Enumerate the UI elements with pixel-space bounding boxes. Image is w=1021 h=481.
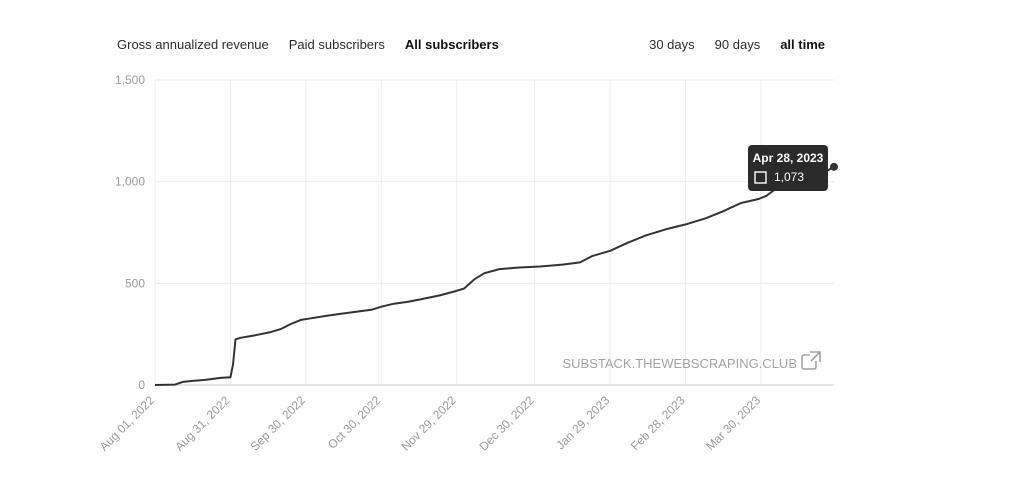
x-tick-label: Feb 28, 2023: [628, 393, 688, 453]
tooltip: Apr 28, 2023 1,073: [748, 145, 828, 191]
series-end-point[interactable]: [830, 162, 838, 171]
x-tick-label: Oct 30, 2022: [325, 393, 384, 452]
tooltip-box: [748, 145, 828, 191]
external-link-icon[interactable]: [801, 351, 822, 370]
x-axis-ticks: Aug 01, 2022 Aug 31, 2022 Sep 30, 2022 Oct …: [97, 393, 764, 454]
tooltip-date: Apr 28, 2023: [753, 151, 824, 165]
x-tick-label: Nov 29, 2022: [399, 393, 460, 454]
range-tabs: 30 days 90 days all time: [629, 37, 825, 52]
x-tick-label: Dec 30, 2022: [476, 393, 537, 454]
series-line-all-subscribers: [154, 165, 835, 386]
x-tick-label: Sep 30, 2022: [248, 393, 309, 454]
grid-lines: [154, 79, 834, 385]
tab-all-subscribers[interactable]: All subscribers: [404, 37, 499, 52]
tab-paid-subscribers[interactable]: Paid subscribers: [288, 37, 385, 52]
x-tick-label: Jan 29, 2023: [553, 393, 612, 452]
y-tick-label: 1,000: [115, 175, 145, 189]
y-axis-ticks: 0 500 1,000 1,500: [115, 73, 145, 392]
watermark-text[interactable]: SUBSTACK.THEWEBSCRAPING.CLUB: [562, 356, 797, 371]
tooltip-series-swatch: [754, 171, 767, 184]
y-tick-label: 500: [125, 276, 145, 290]
y-tick-label: 1,500: [115, 73, 145, 87]
watermark-link[interactable]: SUBSTACK.THEWEBSCRAPING.CLUB: [562, 351, 822, 371]
x-tick-label: Aug 31, 2022: [172, 393, 233, 454]
tooltip-value: 1,073: [774, 170, 804, 184]
range-all-time[interactable]: all time: [780, 37, 825, 52]
range-90-days[interactable]: 90 days: [714, 37, 761, 52]
range-30-days[interactable]: 30 days: [649, 37, 695, 52]
metric-tabs: Gross annualized revenue Paid subscriber…: [117, 37, 519, 52]
tab-gross-annualized-revenue[interactable]: Gross annualized revenue: [117, 37, 269, 52]
x-tick-label: Aug 01, 2022: [97, 393, 158, 454]
y-tick-label: 0: [138, 378, 145, 392]
x-tick-label: Mar 30, 2023: [703, 393, 763, 453]
